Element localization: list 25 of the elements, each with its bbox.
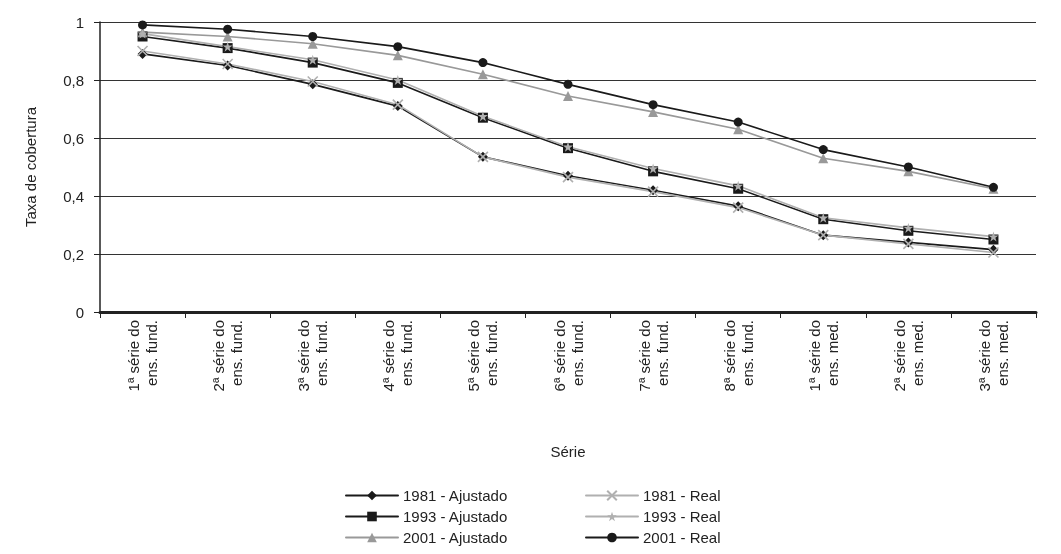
x-axis-title: Série bbox=[550, 443, 586, 460]
legend-label: 1981 - Real bbox=[643, 487, 721, 504]
x-tick-label: 6ª série do ens. fund. bbox=[550, 320, 586, 392]
legend-label: 1993 - Real bbox=[643, 508, 721, 525]
y-tick-label: 0,8 bbox=[63, 71, 84, 89]
x-tick-label: 3ª série do ens. fund. bbox=[295, 320, 331, 392]
y-tick-label: 1 bbox=[75, 13, 84, 31]
x-tick-label: 2ª série do ens. fund. bbox=[210, 320, 246, 392]
x-tick-label: 1ª série do ens. fund. bbox=[125, 320, 161, 392]
legend-label: 1993 - Ajustado bbox=[403, 508, 508, 525]
legend-label: 1981 - Ajustado bbox=[403, 487, 508, 504]
x-tick-label: 2ª série do ens. med. bbox=[890, 320, 926, 392]
y-tick-label: 0 bbox=[75, 303, 84, 321]
y-axis-title: Taxa de cobertura bbox=[22, 106, 39, 228]
x-tick-label: 1ª série do ens. med. bbox=[805, 320, 841, 392]
x-tick-label: 4ª série do ens. fund. bbox=[380, 320, 416, 392]
legend-label: 2001 - Real bbox=[643, 529, 721, 546]
y-tick-label: 0,6 bbox=[63, 129, 84, 147]
x-tick-label: 3ª série do ens. med. bbox=[975, 320, 1011, 392]
x-tick-label: 8ª série do ens. fund. bbox=[720, 320, 756, 392]
y-tick-label: 0,4 bbox=[63, 187, 84, 205]
x-tick-label: 5ª série do ens. fund. bbox=[465, 320, 501, 392]
y-tick-label: 0,2 bbox=[63, 245, 84, 263]
x-tick-label: 7ª série do ens. fund. bbox=[635, 320, 671, 392]
legend-label: 2001 - Ajustado bbox=[403, 529, 508, 546]
